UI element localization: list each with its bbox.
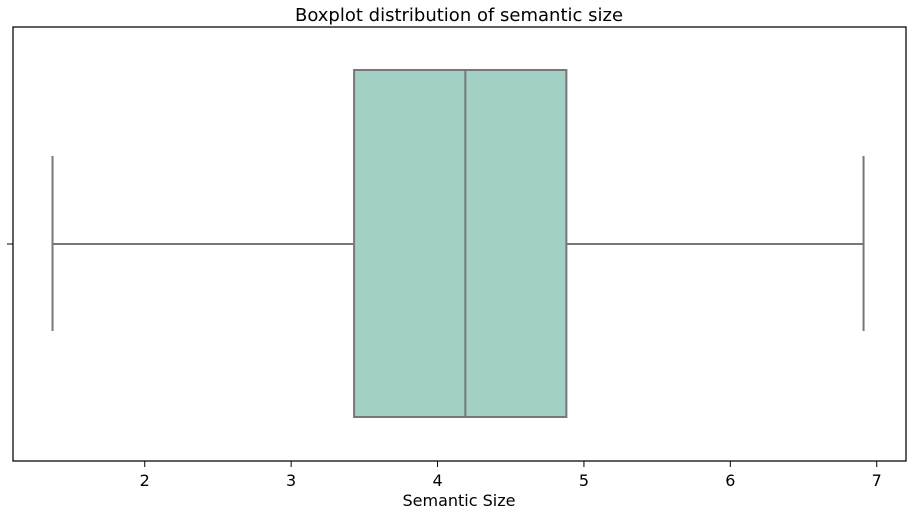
x-axis-label: Semantic Size <box>403 491 516 510</box>
x-tick-label: 6 <box>725 471 735 490</box>
x-tick-label: 3 <box>286 471 296 490</box>
x-tick-label: 2 <box>140 471 150 490</box>
x-axis-ticks: 2 3 4 5 6 7 <box>140 461 882 490</box>
iqr-box <box>353 69 568 418</box>
x-tick-label: 4 <box>432 471 442 490</box>
box-group <box>51 69 865 418</box>
x-tick-label: 5 <box>579 471 589 490</box>
chart-title: Boxplot distribution of semantic size <box>295 5 623 26</box>
x-tick-label: 7 <box>872 471 882 490</box>
